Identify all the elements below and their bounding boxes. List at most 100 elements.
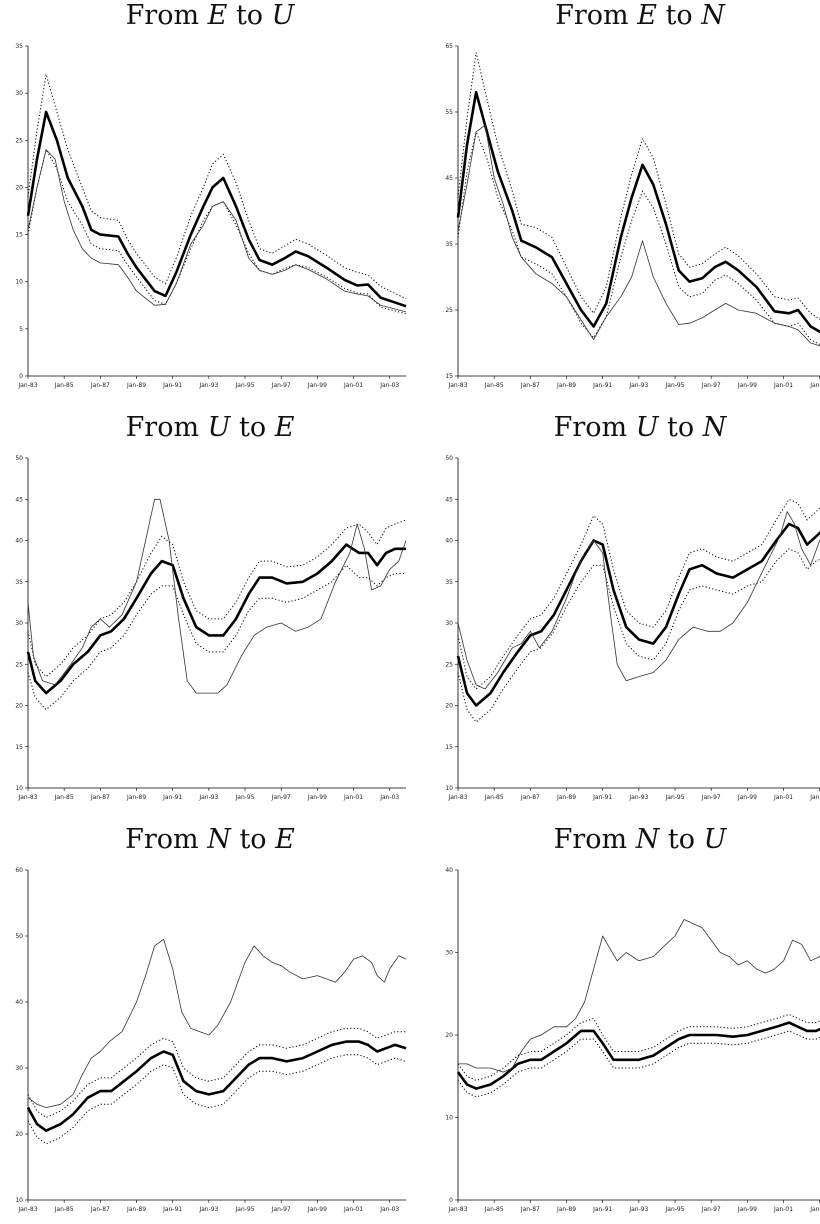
y-tick-label: 15: [15, 744, 23, 751]
x-tick-label: Jan-95: [665, 794, 685, 801]
x-tick-label: Jan-83: [447, 1206, 467, 1213]
x-tick-label: Jan-03: [379, 382, 399, 389]
y-tick-label: 35: [445, 241, 453, 248]
line-chart: 10 20 30 40 50 60 Jan-83 Jan-85 Jan-87 Jan-89 Jan-…: [15, 867, 407, 1213]
series-line-estimate: [26, 543, 406, 695]
x-tick-label: Jan-99: [307, 794, 327, 801]
chart-title: From E to U: [125, 0, 295, 31]
x-tick-label: Jan-91: [162, 382, 182, 389]
y-tick-label: 30: [445, 620, 453, 627]
x-tick-label: Jan-93: [198, 1206, 218, 1213]
y-tick-label: 20: [445, 1032, 453, 1039]
x-tick-label: Jan-87: [520, 382, 540, 389]
x-tick-label: Jan-87: [90, 794, 110, 801]
x-tick-label: Jan-99: [737, 382, 757, 389]
y-tick-label: 30: [15, 620, 23, 627]
line-chart: 0 5 10 15 20 25 30 35 Jan-83 Jan-85 Jan-87 Jan-89 Ja…: [15, 43, 407, 389]
y-tick-label: 10: [15, 785, 23, 792]
y-tick-label: 15: [15, 232, 23, 239]
x-tick-label: Jan-87: [520, 1206, 540, 1213]
series-line-observed: [457, 511, 820, 690]
x-tick-label: Jan-89: [556, 382, 576, 389]
series-line-upper: [457, 1013, 820, 1081]
x-tick-label: Jan-85: [484, 1206, 504, 1213]
chart-title: From U to E: [125, 412, 295, 443]
y-tick-label: 30: [445, 950, 453, 957]
y-tick-label: 50: [15, 933, 23, 940]
y-tick-label: 5: [19, 326, 23, 333]
x-tick-label: Jan-03: [809, 794, 820, 801]
y-tick-label: 0: [19, 373, 23, 380]
line-chart: 15 25 35 45 55 65 Jan-83 Jan-85 Jan-87 Jan-89 Jan-…: [445, 43, 820, 389]
y-tick-label: 25: [445, 661, 453, 668]
x-tick-label: Jan-01: [343, 1206, 363, 1213]
x-tick-label: Jan-97: [271, 794, 291, 801]
x-tick-label: Jan-95: [235, 382, 255, 389]
x-tick-label: Jan-01: [773, 1206, 793, 1213]
y-tick-label: 35: [445, 579, 453, 586]
x-tick-label: Jan-85: [484, 382, 504, 389]
y-tick-label: 60: [15, 867, 23, 874]
panel-n-to-u: From N to U 0 10 20 30 40 Jan-83 Jan-85 Jan-87 J…: [440, 824, 820, 1224]
x-tick-label: Jan-89: [556, 794, 576, 801]
y-tick-label: 20: [15, 184, 23, 191]
series-line-estimate: [456, 90, 820, 334]
x-tick-label: Jan-99: [307, 382, 327, 389]
y-tick-label: 55: [445, 109, 453, 116]
series-line-upper: [457, 498, 820, 690]
x-tick-label: Jan-85: [484, 794, 504, 801]
x-tick-label: Jan-01: [773, 382, 793, 389]
series-line-estimate: [456, 522, 820, 707]
series-line-lower: [27, 564, 406, 711]
x-tick-label: Jan-03: [809, 382, 820, 389]
x-tick-label: Jan-83: [17, 1206, 37, 1213]
series-line-lower: [457, 130, 820, 346]
x-tick-label: Jan-83: [447, 794, 467, 801]
x-tick-label: Jan-99: [737, 794, 757, 801]
x-tick-label: Jan-89: [126, 794, 146, 801]
x-tick-label: Jan-87: [90, 1206, 110, 1213]
x-tick-label: Jan-93: [198, 794, 218, 801]
x-tick-label: Jan-93: [628, 794, 648, 801]
panel-n-to-e: From N to E 10 20 30 40 50 60 Jan-83 Jan-85 Jan-…: [10, 824, 410, 1224]
y-tick-label: 50: [15, 455, 23, 462]
y-tick-label: 15: [445, 373, 453, 380]
x-tick-label: Jan-87: [520, 794, 540, 801]
y-tick-label: 20: [15, 1131, 23, 1138]
x-tick-label: Jan-97: [701, 794, 721, 801]
y-tick-label: 40: [445, 867, 453, 874]
x-tick-label: Jan-99: [737, 1206, 757, 1213]
series-line-estimate: [26, 1040, 407, 1133]
y-tick-label: 25: [445, 307, 453, 314]
y-tick-label: 35: [15, 579, 23, 586]
x-tick-label: Jan-91: [162, 794, 182, 801]
series-line-lower: [457, 1030, 820, 1098]
y-tick-label: 0: [449, 1197, 453, 1204]
x-tick-label: Jan-99: [307, 1206, 327, 1213]
x-tick-label: Jan-83: [17, 794, 37, 801]
y-tick-label: 40: [15, 999, 23, 1006]
chart-title: From N to E: [125, 824, 295, 855]
series-line-estimate: [26, 110, 407, 308]
series-line-observed: [27, 149, 407, 313]
x-tick-label: Jan-01: [773, 794, 793, 801]
series-line-lower: [27, 148, 407, 315]
x-tick-label: Jan-95: [235, 1206, 255, 1213]
chart-title: From E to N: [555, 0, 725, 31]
panel-u-to-e: From U to E 10 15 20 25 30 35 40 45 50 Jan-83 Jan-…: [10, 412, 410, 812]
y-tick-label: 10: [445, 1115, 453, 1122]
x-tick-label: Jan-91: [592, 794, 612, 801]
x-tick-label: Jan-97: [271, 382, 291, 389]
x-tick-label: Jan-95: [665, 1206, 685, 1213]
x-tick-label: Jan-93: [628, 1206, 648, 1213]
x-tick-label: Jan-91: [592, 1206, 612, 1213]
y-tick-label: 50: [445, 455, 453, 462]
line-chart: 10 15 20 25 30 35 40 45 50 Jan-83 Jan-85 Jan-87 Jan-…: [445, 455, 820, 801]
y-tick-label: 65: [445, 43, 453, 50]
series-line-observed: [457, 124, 820, 347]
y-tick-label: 45: [445, 175, 453, 182]
series-line-observed: [27, 498, 407, 694]
panel-e-to-n: From E to N 15 25 35 45 55 65 Jan-83 Jan-85 Jan-…: [440, 0, 820, 400]
y-tick-label: 25: [15, 661, 23, 668]
x-tick-label: Jan-95: [235, 794, 255, 801]
